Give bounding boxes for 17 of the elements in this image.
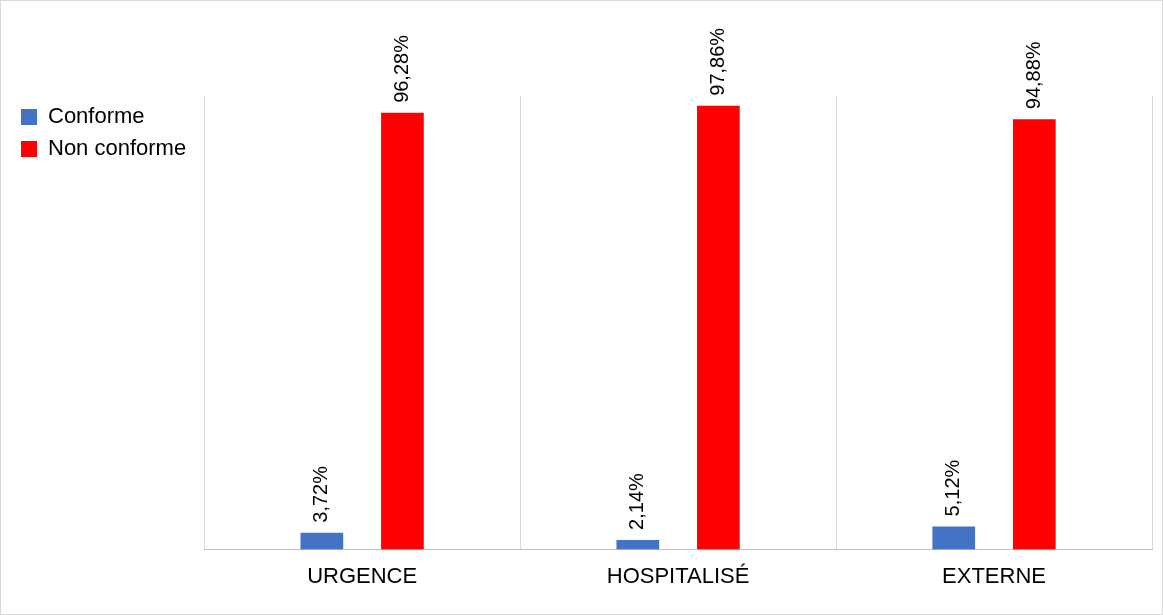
bar — [932, 526, 976, 550]
data-label: 96,28% — [389, 34, 412, 103]
bar — [616, 539, 660, 550]
bar — [1012, 119, 1056, 550]
x-tick-label: EXTERNE — [942, 562, 1046, 588]
data-label: 3,72% — [309, 465, 332, 523]
data-label: 97,86% — [705, 27, 728, 96]
legend-label: Non conforme — [48, 135, 187, 161]
legend-label: Conforme — [48, 103, 145, 129]
data-label: 2,14% — [625, 472, 648, 530]
x-tick-label: URGENCE — [307, 562, 418, 588]
data-label: 94,88% — [1021, 41, 1044, 110]
x-tick-label: HOSPITALISÉ — [606, 562, 750, 588]
bar — [697, 105, 740, 550]
bar — [381, 112, 424, 550]
data-label: 5,12% — [941, 459, 964, 517]
bar — [300, 532, 344, 550]
